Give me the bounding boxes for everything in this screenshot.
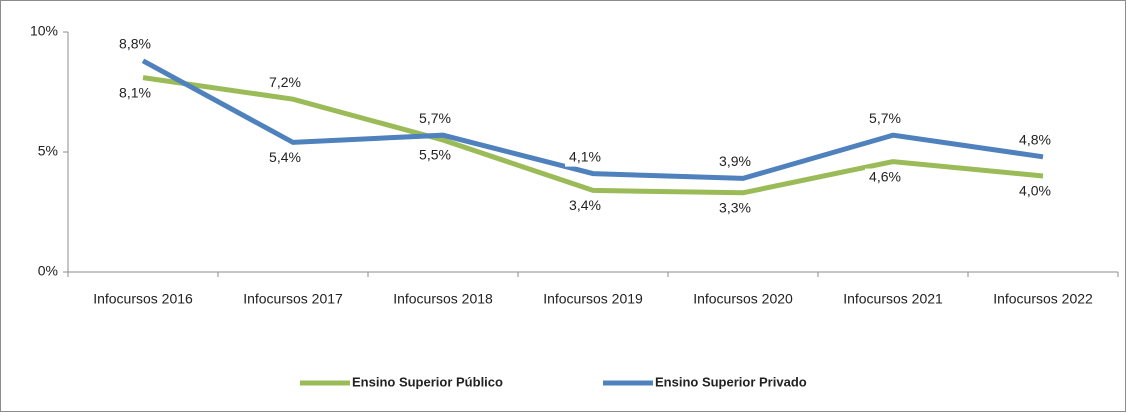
x-tick-label: Infocursos 2021 <box>843 291 943 307</box>
series-line <box>141 58 1044 181</box>
data-label: 5,7% <box>869 110 901 126</box>
data-label: 4,6% <box>869 168 901 184</box>
data-label: 5,4% <box>269 149 301 165</box>
x-tick-label: Infocursos 2022 <box>993 291 1093 307</box>
label-bg <box>115 35 155 54</box>
x-tick-label: Infocursos 2017 <box>243 291 343 307</box>
label-bg <box>265 149 305 168</box>
y-tick-label: 0% <box>38 263 58 279</box>
label-bg <box>565 197 605 216</box>
x-tick-label: Infocursos 2018 <box>393 291 493 307</box>
label-bg <box>265 74 305 93</box>
label-bg <box>715 153 755 172</box>
y-tick-label: 10% <box>30 23 58 39</box>
legend-text: Ensino Superior Público <box>352 374 503 389</box>
label-bg <box>415 147 455 165</box>
label-bg <box>865 110 905 129</box>
data-label: 4,0% <box>1019 183 1051 199</box>
data-label: 8,1% <box>119 84 151 100</box>
y-tick-label: 5% <box>38 143 58 159</box>
label-bg <box>565 148 605 167</box>
x-tick-label: Infocursos 2019 <box>543 291 643 307</box>
data-label: 4,8% <box>1019 132 1051 148</box>
data-label: 7,2% <box>269 74 301 90</box>
label-bg <box>415 110 455 129</box>
data-label: 5,5% <box>419 147 451 163</box>
x-tick-label: Infocursos 2020 <box>693 291 793 307</box>
x-tick-label: Infocursos 2016 <box>93 291 193 307</box>
label-bg <box>865 168 905 187</box>
data-label: 3,9% <box>719 153 751 169</box>
data-label: 3,4% <box>569 197 601 213</box>
data-label: 4,1% <box>569 148 601 164</box>
label-bg <box>1015 131 1055 150</box>
label-bg <box>115 84 155 103</box>
legend-text: Ensino Superior Privado <box>655 374 807 389</box>
series-line <box>142 75 1044 196</box>
data-label: 8,8% <box>119 36 151 52</box>
label-bg <box>1015 183 1055 201</box>
data-label: 3,3% <box>719 200 751 216</box>
label-bg <box>715 199 755 218</box>
data-label: 5,7% <box>419 110 451 126</box>
